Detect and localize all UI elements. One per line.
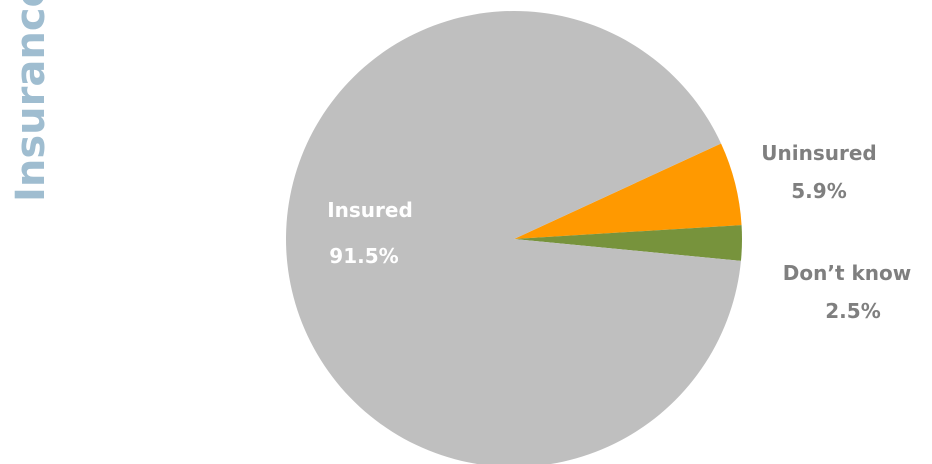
pie-slice-uninsured — [514, 143, 742, 239]
slice-label: Uninsured — [761, 141, 876, 165]
slice-value-label: 2.5% — [825, 299, 880, 323]
pie-slices — [286, 11, 742, 464]
slice-value-label: 91.5% — [329, 244, 398, 268]
pie-slice-insured — [286, 11, 741, 464]
pie-slice-don-t-know — [514, 225, 742, 261]
slice-value-label: 5.9% — [791, 179, 846, 203]
slice-label: Insured — [327, 198, 413, 222]
pie-labels: Uninsured 5.9% Don’t know 2.5% Insured 91.5% — [327, 141, 911, 323]
slice-label: Don’t know — [783, 261, 911, 285]
